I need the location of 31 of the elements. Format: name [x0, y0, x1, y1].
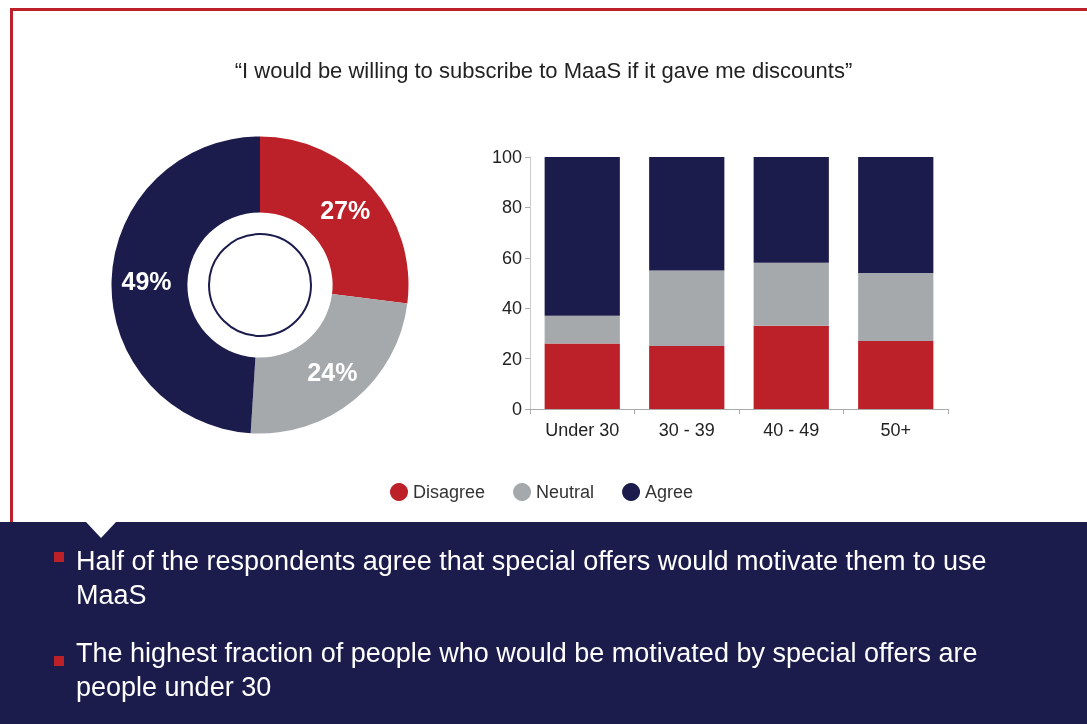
bar — [753, 325, 829, 409]
y-tick-label: 60 — [501, 247, 522, 268]
x-tick-label: 50+ — [880, 420, 912, 440]
x-tick-label: Under 30 — [545, 420, 620, 440]
bar — [544, 343, 620, 409]
bar — [649, 270, 725, 346]
bar — [753, 157, 829, 263]
bar — [858, 340, 934, 409]
data-label: 27% — [320, 195, 371, 224]
legend-label: Disagree — [413, 482, 486, 502]
text: “I would be willing to subscribe to MaaS if it gave me discounts” — [233, 58, 854, 84]
x-tick-label: 40 - 49 — [763, 420, 820, 440]
legend-label: Neutral — [536, 482, 595, 502]
bar — [858, 272, 934, 341]
bar — [649, 346, 725, 409]
y-tick-label: 0 — [511, 399, 522, 419]
legend-label: Agree — [645, 482, 694, 502]
text: Half of the respondents agree that special offers would motivate them to use MaaS — [76, 545, 988, 612]
text: The highest fraction of people who would be motivated by special offers are people under 30 — [76, 637, 979, 704]
bar — [544, 315, 620, 344]
y-tick-label: 40 — [501, 298, 522, 319]
bar — [649, 157, 725, 271]
data-label: 24% — [307, 358, 358, 387]
y-tick-label: 80 — [501, 197, 522, 218]
bar — [858, 157, 934, 273]
bar — [753, 262, 829, 326]
y-tick-label: 100 — [491, 147, 522, 167]
x-tick-label: 30 - 39 — [658, 420, 715, 440]
data-label: 49% — [121, 267, 172, 296]
bar — [544, 157, 620, 316]
y-tick-label: 20 — [501, 348, 522, 369]
